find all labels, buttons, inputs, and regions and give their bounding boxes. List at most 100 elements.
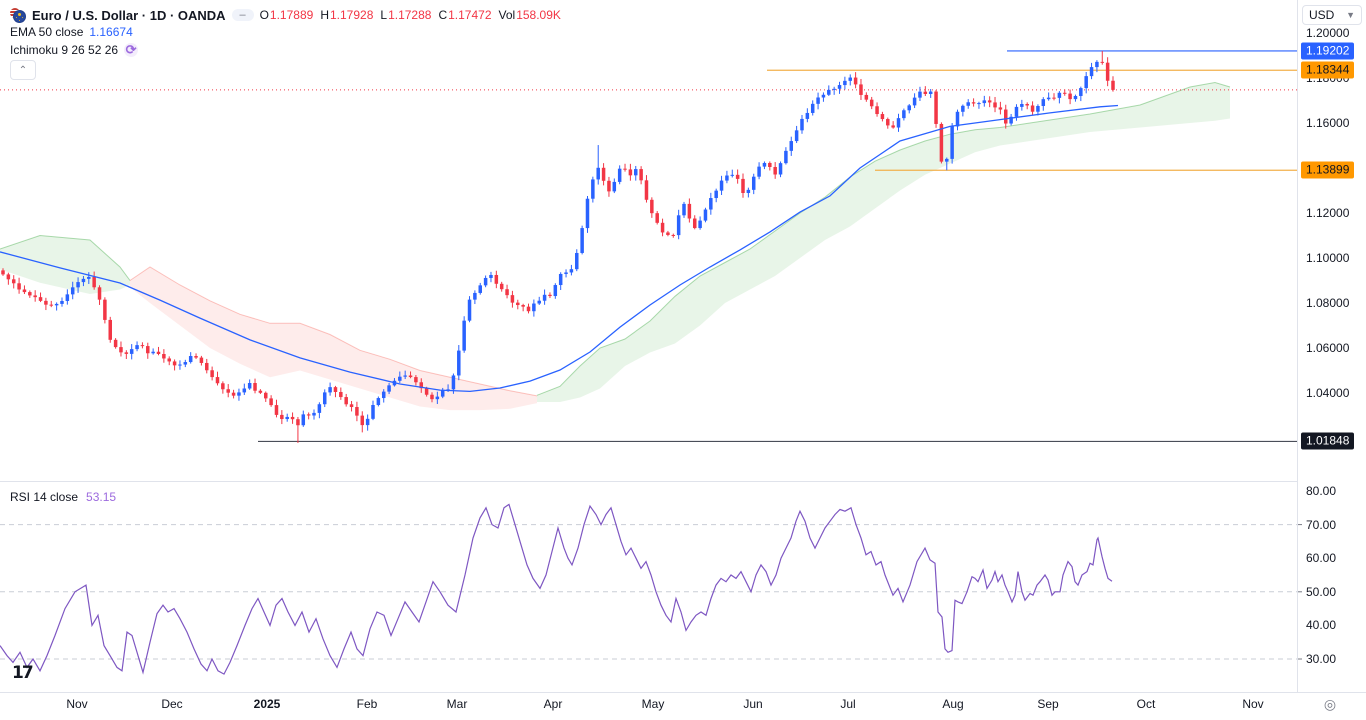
candle-body xyxy=(564,272,568,274)
candle-body xyxy=(424,388,429,395)
candle-body xyxy=(591,179,595,199)
candle-body xyxy=(703,209,708,221)
price-tick-label: 1.08000 xyxy=(1306,296,1350,310)
rsi-label: RSI 14 close xyxy=(10,490,79,504)
candle-body xyxy=(205,362,209,371)
candle-body xyxy=(880,114,885,120)
candle-body xyxy=(419,382,424,389)
candle-body xyxy=(607,180,611,192)
candle-body xyxy=(355,407,359,416)
candle-body xyxy=(751,176,756,190)
candle-body xyxy=(17,283,21,290)
candle-body xyxy=(1020,104,1024,107)
candle-body xyxy=(532,303,536,312)
candle-body xyxy=(151,351,155,354)
candle-body xyxy=(945,158,949,162)
currency-dropdown[interactable]: USD ▼ xyxy=(1302,5,1362,25)
timezone-target-icon[interactable]: ◎ xyxy=(1323,696,1337,712)
candle-body xyxy=(886,119,890,126)
candle-body xyxy=(440,390,445,397)
candle-body xyxy=(221,383,225,390)
candle-body xyxy=(54,303,59,306)
candle-body xyxy=(478,285,482,293)
candle-body xyxy=(296,419,300,426)
candle-body xyxy=(719,180,724,191)
chevron-down-icon: ▼ xyxy=(1346,10,1355,20)
low-value: 1.17288 xyxy=(388,8,432,22)
candle-body xyxy=(1111,80,1115,90)
price-tick-label: 1.12000 xyxy=(1306,206,1350,220)
candle-body xyxy=(451,375,456,390)
candle-body xyxy=(848,77,852,81)
open-label: O xyxy=(259,8,269,22)
candle-body xyxy=(435,396,440,400)
candle-body xyxy=(172,361,177,366)
ema-legend-row[interactable]: EMA 50 close 1.16674 xyxy=(10,25,133,39)
candle-body xyxy=(371,405,375,419)
candle-body xyxy=(65,294,70,301)
candle-body xyxy=(612,181,617,192)
candle-body xyxy=(628,169,633,176)
candle-body xyxy=(875,106,879,115)
eurusd-pair-icon xyxy=(10,7,26,23)
visibility-pill[interactable]: – xyxy=(231,9,254,21)
candle-body xyxy=(902,110,906,119)
candle-body xyxy=(322,392,327,405)
candle-body xyxy=(939,123,944,162)
candle-body xyxy=(896,118,901,128)
candle-body xyxy=(709,198,713,210)
candle-body xyxy=(285,416,289,420)
rsi-tick-label: 70.00 xyxy=(1306,517,1337,532)
candle-body xyxy=(762,162,767,167)
candle-body xyxy=(666,232,670,235)
candle-body xyxy=(746,189,751,193)
candle-body xyxy=(810,103,815,113)
candle-body xyxy=(183,362,188,365)
ichimoku-legend-row[interactable]: Ichimoku 9 26 52 26 ⟳ xyxy=(10,42,139,57)
candle-body xyxy=(757,166,761,177)
high-label: H xyxy=(320,8,329,22)
candle-body xyxy=(194,356,198,358)
tradingview-logo[interactable]: 17 xyxy=(12,663,34,683)
symbol-title[interactable]: Euro / U.S. Dollar · 1D · OANDA xyxy=(32,7,226,23)
candle-body xyxy=(92,276,96,288)
refresh-icon[interactable]: ⟳ xyxy=(124,42,139,57)
time-axis-border xyxy=(0,692,1366,693)
volume-value: 158.09K xyxy=(516,8,561,22)
close-label: C xyxy=(438,8,448,22)
candle-body xyxy=(108,319,112,340)
candle-body xyxy=(33,295,37,298)
candle-body xyxy=(1057,92,1062,98)
price-level-badge: 1.18344 xyxy=(1301,61,1355,79)
candle-body xyxy=(76,282,80,288)
candle-body xyxy=(1052,97,1056,99)
candle-body xyxy=(1079,88,1083,96)
candle-body xyxy=(853,77,858,85)
candle-body xyxy=(977,103,981,105)
candle-body xyxy=(805,112,810,119)
candle-body xyxy=(188,356,193,363)
candle-body xyxy=(408,375,413,378)
candle-body xyxy=(1,270,5,275)
symbol-legend-row[interactable]: Euro / U.S. Dollar · 1D · OANDA – O1.178… xyxy=(10,7,561,23)
rsi-legend-row[interactable]: RSI 14 close 53.15 xyxy=(10,490,116,504)
candle-body xyxy=(1105,62,1110,81)
candle-body xyxy=(1073,95,1078,100)
ohlc-readout: O1.17889 H1.17928 L1.17288 C1.17472 Vol1… xyxy=(260,8,561,22)
collapse-legend-button[interactable]: ⌃ xyxy=(10,60,36,80)
candle-body xyxy=(124,352,129,354)
candle-body xyxy=(231,392,236,396)
candle-body xyxy=(70,287,75,295)
candle-body xyxy=(955,111,960,127)
candle-body xyxy=(1046,97,1051,100)
candle-body xyxy=(655,213,659,223)
candle-body xyxy=(1084,76,1088,89)
candle-body xyxy=(827,89,831,95)
low-label: L xyxy=(380,8,388,22)
candle-body xyxy=(328,387,332,393)
candle-body xyxy=(998,107,1003,110)
pane-separator[interactable] xyxy=(0,481,1297,482)
candle-body xyxy=(344,397,348,405)
candle-body xyxy=(601,167,606,181)
